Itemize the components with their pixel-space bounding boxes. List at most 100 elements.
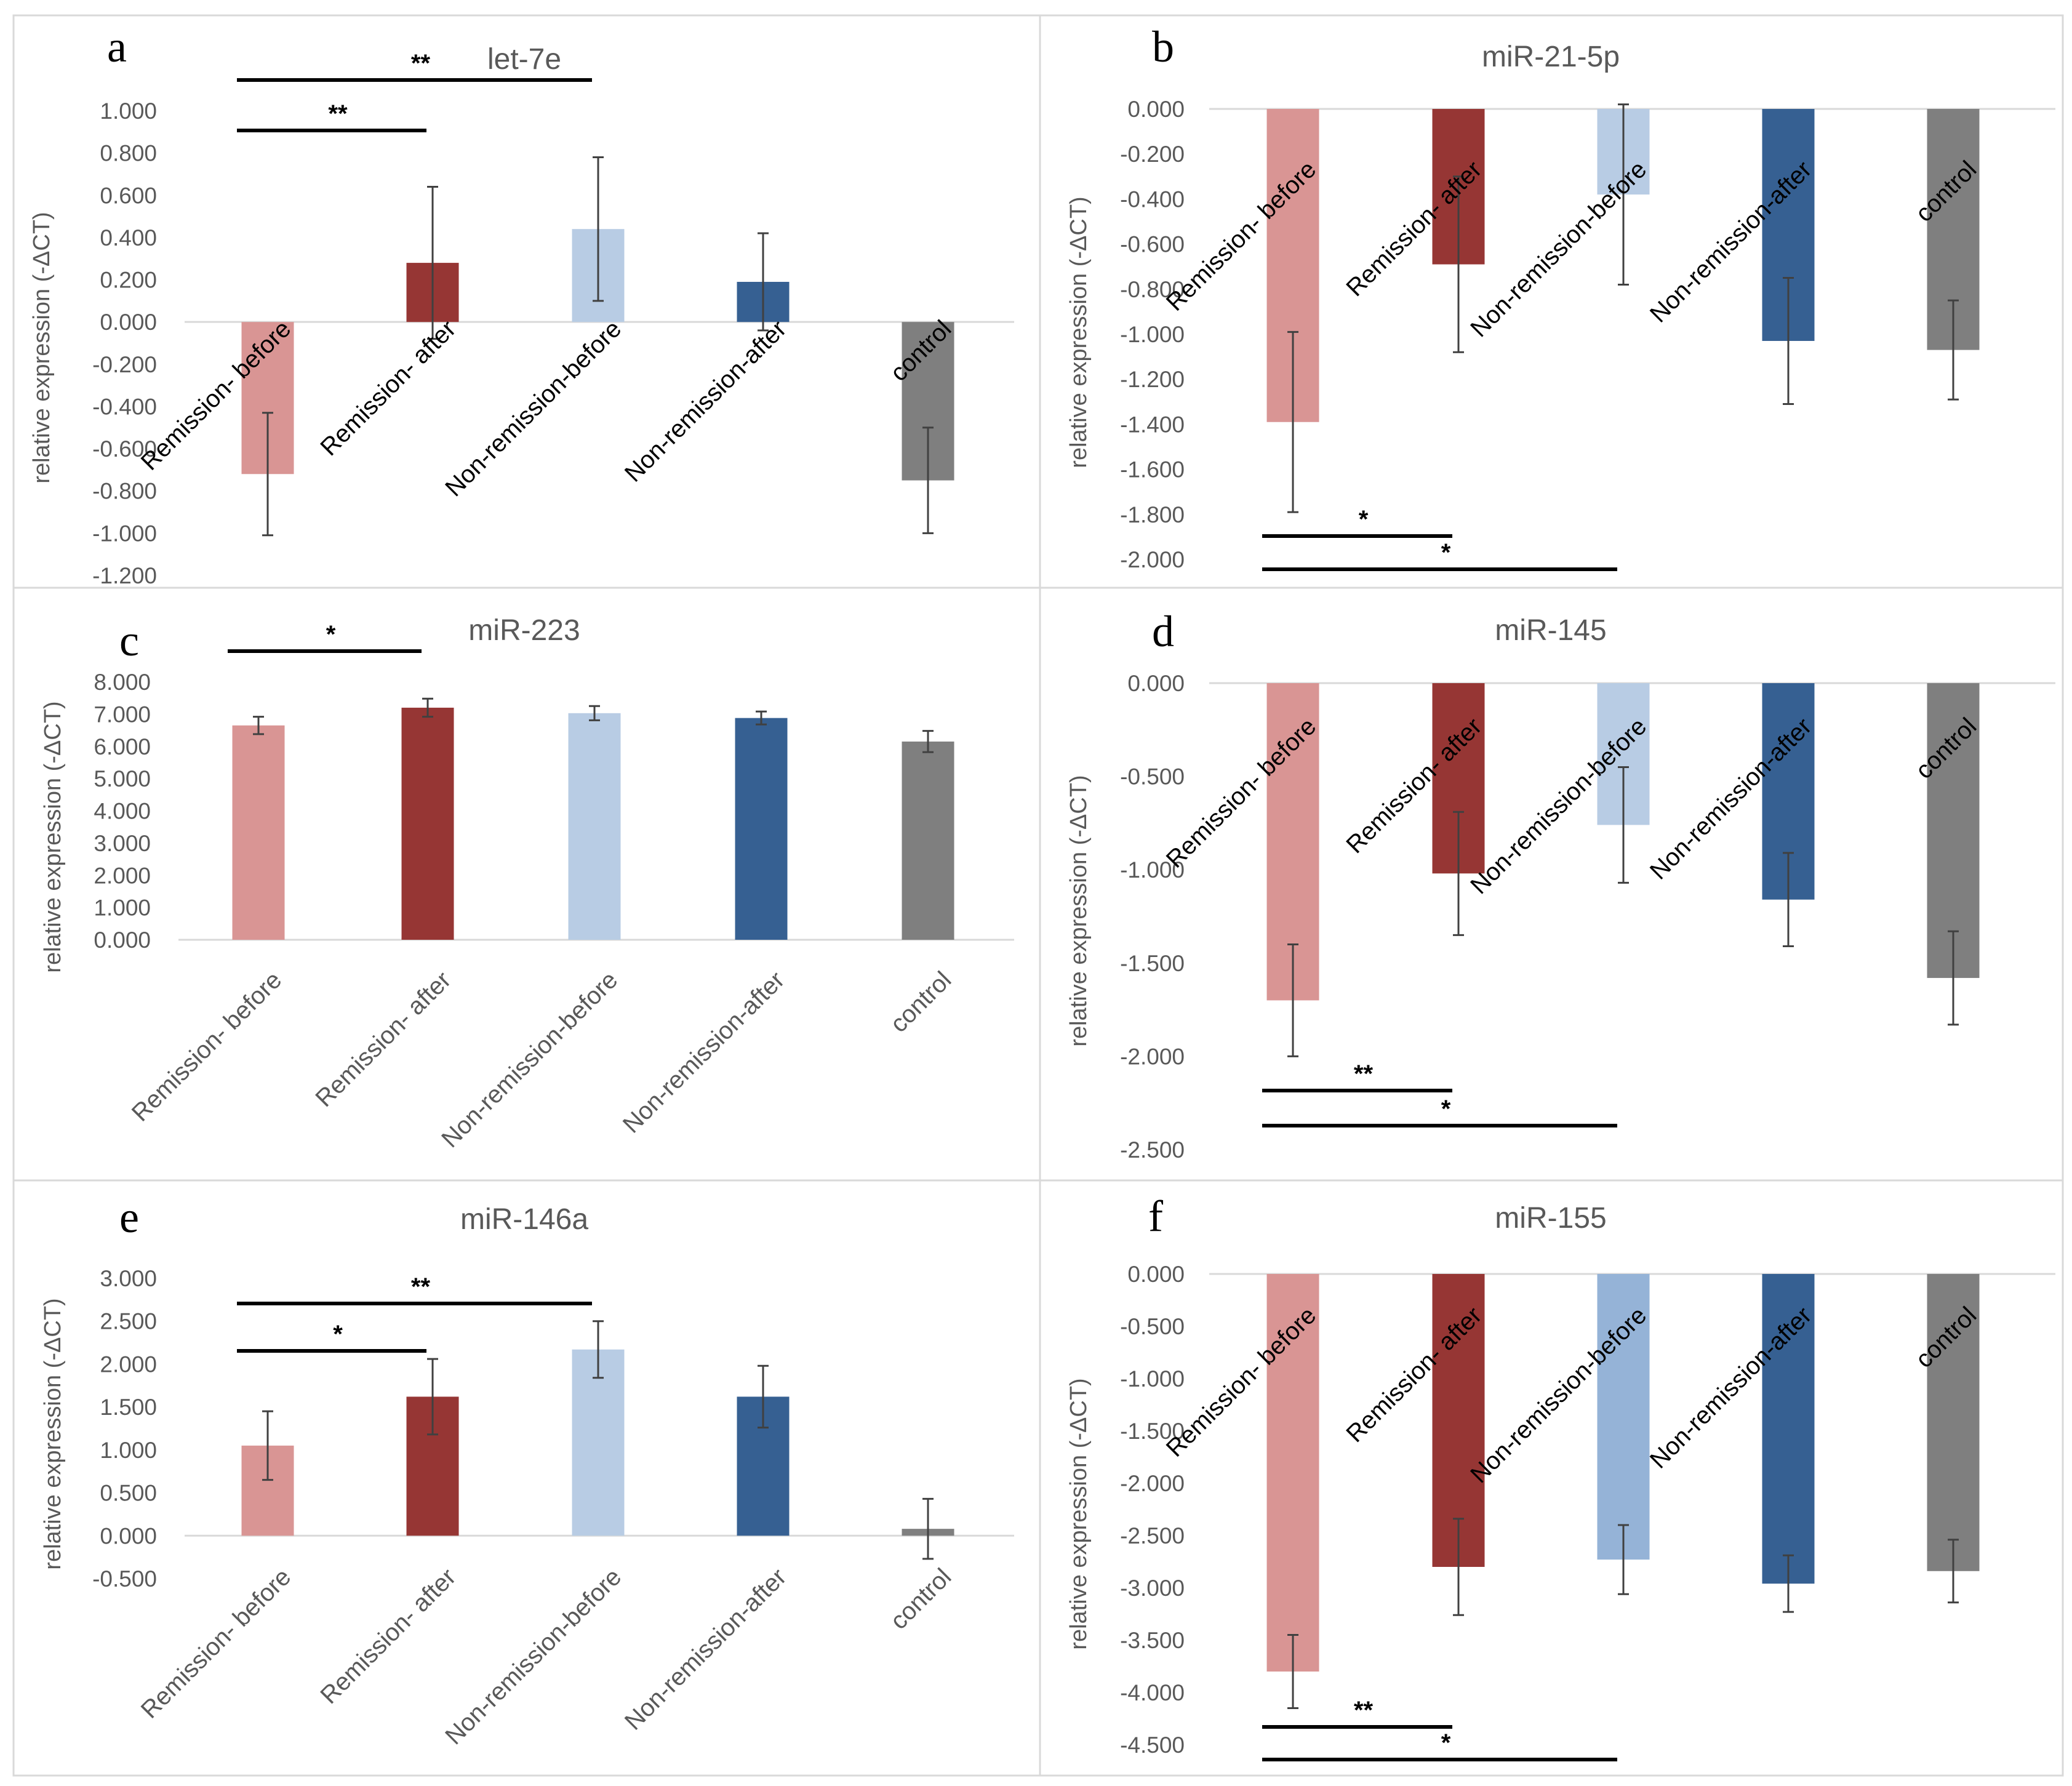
y-tick-label: 8.000 xyxy=(94,670,151,695)
y-tick-label: -4.000 xyxy=(1120,1680,1185,1705)
y-tick-label: 0.500 xyxy=(100,1481,157,1506)
y-tick-label: -0.600 xyxy=(92,436,157,462)
y-tick-label: -2.500 xyxy=(1120,1137,1185,1163)
panel-letter: f xyxy=(1148,1191,1163,1241)
y-axis-label: relative expression (-ΔCT) xyxy=(1066,1378,1092,1649)
significance-mark: ** xyxy=(411,1273,431,1300)
category-label-remission-before: Remission- before xyxy=(127,966,287,1127)
y-tick-label: 0.000 xyxy=(1127,97,1185,122)
bar-control xyxy=(1927,683,1980,979)
bar-remission-before xyxy=(232,725,285,940)
chart-panel-b: b miR-21-5p relative expression (-ΔCT) 0.00… xyxy=(1066,22,2055,572)
y-tick-label: -0.500 xyxy=(1120,764,1185,790)
y-axis-label: relative expression (-ΔCT) xyxy=(40,701,66,972)
y-tick-label: -1.000 xyxy=(92,521,157,546)
category-label-remission-after: Remission- after xyxy=(315,1563,461,1709)
y-tick-label: -3.000 xyxy=(1120,1576,1185,1601)
chart-panel-e: e miR-146a relative expression (-ΔCT) 3.000… xyxy=(40,1193,1014,1750)
significance-mark: ** xyxy=(328,100,348,127)
y-tick-label: -0.400 xyxy=(1120,186,1185,212)
bar-non-remission-after xyxy=(735,718,788,940)
category-label-non-remission-after: Non-remission-after xyxy=(618,966,790,1138)
bar-control xyxy=(1927,1274,1980,1571)
significance-mark: * xyxy=(1359,506,1369,533)
significance-mark: * xyxy=(1441,1095,1451,1123)
y-tick-label: -0.500 xyxy=(1120,1314,1185,1339)
figure-border xyxy=(12,14,2064,1777)
bar-non-remission-after xyxy=(1762,1274,1815,1584)
y-tick-label: 0.000 xyxy=(100,310,157,335)
y-tick-label: 0.200 xyxy=(100,268,157,293)
y-tick-label: -0.800 xyxy=(1120,277,1185,302)
y-tick-label: -3.500 xyxy=(1120,1628,1185,1653)
y-tick-label: 3.000 xyxy=(94,831,151,856)
chart-panel-d: d miR-145 relative expression (-ΔCT) 0.000 -… xyxy=(1066,607,2055,1163)
chart-title: miR-146a xyxy=(460,1203,588,1236)
y-tick-label: 0.400 xyxy=(100,225,157,250)
chart-panel-c: c miR-223 relative expression (-ΔCT) 8.000 7… xyxy=(40,614,1014,1153)
category-label-non-remission-before: Non-remission-before xyxy=(436,966,623,1153)
bar-control xyxy=(902,741,954,940)
y-tick-label: -0.200 xyxy=(92,352,157,377)
y-tick-label: 2.000 xyxy=(94,863,151,888)
significance-mark: ** xyxy=(411,50,431,77)
y-tick-label: -2.000 xyxy=(1120,547,1185,572)
y-tick-label: 5.000 xyxy=(94,766,151,791)
significance-mark: ** xyxy=(1354,1697,1374,1724)
y-tick-label: 1.000 xyxy=(100,98,157,124)
y-tick-label: -2.000 xyxy=(1120,1471,1185,1496)
y-tick-label: -1.500 xyxy=(1120,1419,1185,1444)
category-label-non-remission-before: Non-remission-before xyxy=(440,315,626,502)
bar-remission-after xyxy=(401,707,454,940)
y-axis-label: relative expression (-ΔCT) xyxy=(29,212,55,483)
significance-mark: * xyxy=(1441,539,1451,566)
y-tick-label: 0.000 xyxy=(1127,671,1185,696)
y-tick-label: 0.000 xyxy=(1127,1262,1185,1287)
category-label-control: control xyxy=(885,966,956,1038)
y-tick-label: 1.000 xyxy=(100,1438,157,1463)
y-tick-label: 0.000 xyxy=(94,927,151,953)
y-tick-label: 4.000 xyxy=(94,799,151,824)
category-label-non-remission-after: Non-remission-after xyxy=(620,1563,791,1735)
y-tick-label: 0.800 xyxy=(100,141,157,166)
significance-mark: * xyxy=(326,621,336,648)
panel-letter: e xyxy=(119,1193,139,1242)
category-label-remission-before: Remission- before xyxy=(136,1563,297,1724)
significance-mark: * xyxy=(1441,1729,1451,1756)
y-tick-label: -4.500 xyxy=(1120,1732,1185,1758)
significance-mark: ** xyxy=(1354,1060,1374,1087)
significance-mark: * xyxy=(333,1321,343,1348)
category-label-non-remission-before: Non-remission-before xyxy=(440,1563,626,1750)
panel-letter: d xyxy=(1152,607,1174,656)
bar-non-remission-before xyxy=(572,1349,625,1536)
y-tick-label: 2.000 xyxy=(100,1352,157,1377)
y-tick-label: 0.000 xyxy=(100,1523,157,1548)
y-tick-label: 6.000 xyxy=(94,734,151,759)
y-tick-label: 2.500 xyxy=(100,1309,157,1334)
bar-non-remission-before xyxy=(1597,1274,1650,1560)
chart-title: miR-155 xyxy=(1495,1202,1606,1235)
chart-panel-f: f miR-155 relative expression (-ΔCT) 0.000 -… xyxy=(1066,1191,2055,1761)
category-label-remission-after: Remission- after xyxy=(310,966,456,1112)
y-tick-label: -1.400 xyxy=(1120,412,1185,437)
y-tick-label: -1.000 xyxy=(1120,322,1185,347)
y-tick-label: -1.800 xyxy=(1120,502,1185,527)
panel-letter: a xyxy=(107,22,127,71)
y-tick-label: -0.500 xyxy=(92,1566,157,1592)
chart-title: miR-223 xyxy=(468,614,580,647)
y-tick-label: 1.500 xyxy=(100,1395,157,1420)
y-tick-label: -2.000 xyxy=(1120,1044,1185,1069)
y-tick-label: -1.000 xyxy=(1120,1366,1185,1392)
y-tick-label: -1.200 xyxy=(1120,367,1185,392)
chart-title: miR-145 xyxy=(1495,614,1606,647)
y-tick-label: -1.200 xyxy=(92,563,157,588)
y-axis-label: relative expression (-ΔCT) xyxy=(1066,775,1092,1046)
y-tick-label: -0.200 xyxy=(1120,142,1185,167)
bar-remission-before xyxy=(1266,1274,1319,1672)
y-tick-label: -1.600 xyxy=(1120,457,1185,483)
y-axis-label: relative expression (-ΔCT) xyxy=(1066,196,1092,468)
category-label-remission-after: Remission- after xyxy=(315,315,461,461)
y-tick-label: -0.800 xyxy=(92,479,157,504)
y-tick-label: -0.400 xyxy=(92,394,157,419)
chart-panel-a: a let-7e relative expression (-ΔCT) 1.000 0.… xyxy=(29,22,1014,588)
